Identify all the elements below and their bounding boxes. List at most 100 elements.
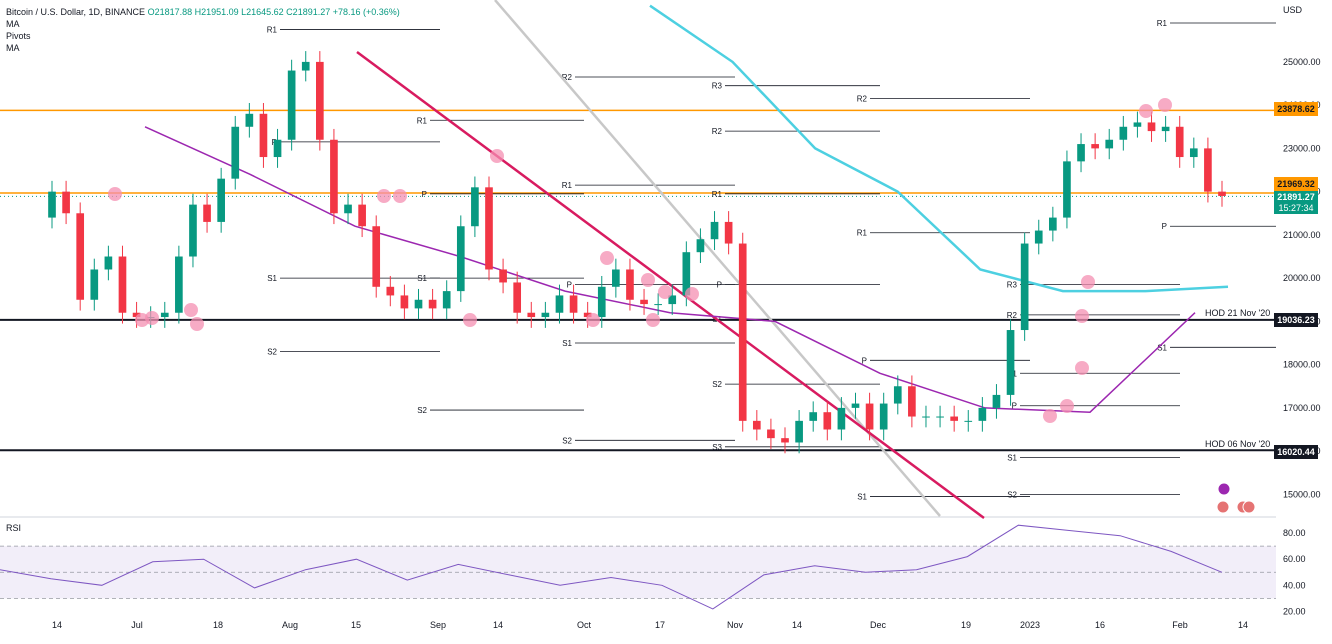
pivot-label: P xyxy=(1012,402,1017,411)
candle-body xyxy=(555,295,564,313)
candle-body xyxy=(583,312,592,318)
x-tick-label: Dec xyxy=(870,620,887,630)
candle-body xyxy=(1147,122,1156,132)
candle-body xyxy=(203,204,211,222)
indicator-ma-2[interactable]: MA xyxy=(6,43,20,53)
pivot-label: S2 xyxy=(1007,490,1017,499)
touch-circle xyxy=(463,313,477,327)
candle-body xyxy=(1077,144,1085,162)
candle-body xyxy=(90,269,99,300)
candle-body xyxy=(456,226,465,292)
y-tick-label: 15000.00 xyxy=(1283,489,1321,499)
candle-body xyxy=(471,187,479,227)
candle-body xyxy=(485,187,493,270)
us-flag-event-icon[interactable] xyxy=(1242,500,1256,514)
pivot-label: R3 xyxy=(712,82,723,91)
touch-circle xyxy=(685,287,699,301)
us-flag-event-icon[interactable] xyxy=(1216,500,1230,514)
pivot-label: S1 xyxy=(857,493,867,502)
candle-body xyxy=(1133,122,1142,127)
candle-body xyxy=(189,204,197,257)
lightning-icon[interactable] xyxy=(1217,482,1231,496)
candle-body xyxy=(372,226,381,287)
candles xyxy=(48,51,1226,454)
pivot-label: S1 xyxy=(1157,343,1167,352)
hod-nov06-price-tag: 16020.44 xyxy=(1274,445,1318,459)
rsi-label: RSI xyxy=(6,523,22,533)
touch-circle xyxy=(646,313,660,327)
candle-body xyxy=(160,312,169,318)
touch-circle xyxy=(1043,409,1057,423)
pivot-label: R2 xyxy=(562,73,573,82)
candle-body xyxy=(1204,148,1212,192)
candle-body xyxy=(950,416,958,421)
touch-circle xyxy=(184,303,198,317)
rsi-tick-label: 40.00 xyxy=(1283,580,1306,590)
x-tick-label: 2023 xyxy=(1020,620,1040,630)
pivot-label: P xyxy=(717,281,722,290)
candle-body xyxy=(851,403,860,408)
touch-circle xyxy=(600,251,614,265)
pivot-label: R1 xyxy=(1157,19,1168,28)
ohlc-values: O21817.88 H21951.09 L21645.62 C21891.27 … xyxy=(147,7,400,17)
pivot-label: S2 xyxy=(712,380,722,389)
candle-body xyxy=(682,252,691,296)
candle-body xyxy=(231,126,240,179)
indicator-ma-1[interactable]: MA xyxy=(6,19,20,29)
hod-nov21-price-tag: 19036.23 xyxy=(1274,313,1318,327)
candle-body xyxy=(879,403,888,430)
candle-body xyxy=(738,243,747,421)
candle-body xyxy=(358,204,366,227)
candle-body xyxy=(76,213,85,300)
rsi-tick-label: 80.00 xyxy=(1283,528,1306,538)
current-price-tag: 21891.27 xyxy=(1274,191,1318,204)
candle-body xyxy=(442,291,451,309)
candle-body xyxy=(386,286,395,296)
rsi-tick-label: 20.00 xyxy=(1283,606,1306,616)
symbol-title: Bitcoin / U.S. Dollar, 1D, BINANCE xyxy=(6,7,146,17)
x-tick-label: Aug xyxy=(282,620,298,630)
x-tick-label: 14 xyxy=(52,620,62,630)
touch-circle xyxy=(1075,309,1089,323)
candle-body xyxy=(1175,126,1184,158)
candle-body xyxy=(612,269,620,287)
candle-body xyxy=(597,286,606,318)
bar-countdown: 15:27:34 xyxy=(1274,203,1318,214)
candle-body xyxy=(259,113,268,158)
x-tick-label: 18 xyxy=(213,620,223,630)
candle-body xyxy=(499,269,507,283)
candle-body xyxy=(541,312,550,318)
candle-body xyxy=(908,386,916,417)
x-tick-label: 14 xyxy=(493,620,503,630)
x-tick-label: 17 xyxy=(655,620,665,630)
x-tick-label: Nov xyxy=(727,620,744,630)
touch-circle xyxy=(641,273,655,287)
candle-body xyxy=(1091,144,1099,149)
rsi-line xyxy=(0,524,1223,610)
axes: 25000.0024000.0023000.0022000.0021000.00… xyxy=(52,5,1321,630)
candle-body xyxy=(400,295,409,309)
candle-body xyxy=(175,256,183,313)
x-tick-label: 16 xyxy=(1095,620,1105,630)
candle-body xyxy=(428,299,437,309)
event-icons[interactable] xyxy=(1216,482,1256,514)
candle-body xyxy=(696,239,705,253)
touch-markers xyxy=(108,98,1172,423)
pivot-label: R1 xyxy=(562,181,573,190)
candle-body xyxy=(245,113,254,127)
candle-body xyxy=(48,191,56,218)
candle-body xyxy=(273,139,282,158)
ma-slow-line xyxy=(649,4,1229,293)
candle-body xyxy=(118,256,127,313)
indicator-pivots[interactable]: Pivots xyxy=(6,31,31,41)
candle-body xyxy=(1006,330,1015,395)
candle-body xyxy=(1105,139,1114,149)
touch-circle xyxy=(1158,98,1172,112)
candle-body xyxy=(654,304,662,306)
candle-body xyxy=(809,412,818,421)
candle-body xyxy=(978,407,987,421)
trendlines xyxy=(356,0,985,520)
pivot-label: R2 xyxy=(1007,311,1018,320)
pivot-label: R1 xyxy=(857,229,868,238)
